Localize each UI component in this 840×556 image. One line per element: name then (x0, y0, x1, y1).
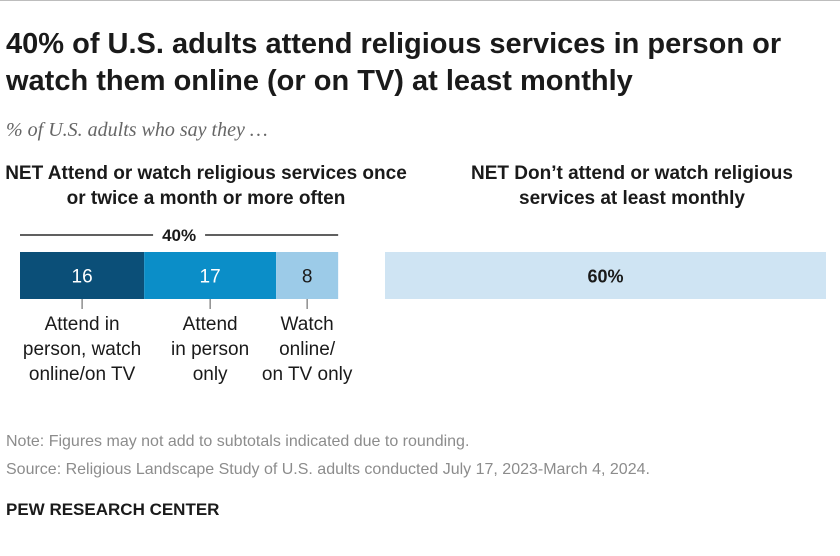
segment-label-line: Watch (281, 314, 334, 335)
brand-logo-text: PEW RESEARCH CENTER (6, 500, 220, 519)
source-text: Source: Religious Landscape Study of U.S… (6, 461, 650, 478)
segment-label-line: person, watch (23, 339, 141, 360)
segment-label-line: online/on TV (29, 364, 136, 385)
note-text: Note: Figures may not add to subtotals i… (6, 433, 470, 450)
bar-segment-3 (276, 252, 339, 299)
segment-label-2: Attend in person only (171, 314, 249, 385)
bar-segment-value-1: 16 (72, 267, 93, 288)
segment-label-line: only (193, 364, 228, 385)
segment-label-line: Attend in (45, 314, 120, 335)
segment-label-3: Watch online/on TV only (262, 314, 353, 385)
bar-segment-1 (20, 252, 145, 299)
segment-label-line: on TV only (262, 364, 353, 385)
net-dont-header: NET Don’t attend or watch religious serv… (471, 163, 793, 209)
net-dont-bar (385, 252, 826, 299)
net-attend-header: NET Attend or watch religious services o… (5, 163, 407, 209)
segment-label-line: in person (171, 339, 249, 360)
segment-label-1: Attend in person, watch online/on TV (23, 314, 141, 385)
bar-segment-value-3: 8 (302, 267, 313, 288)
chart-title: 40% of U.S. adults attend religious serv… (6, 28, 782, 97)
chart-subtitle: % of U.S. adults who say they … (6, 119, 268, 141)
bar-segment-value-2: 17 (200, 267, 221, 288)
top-rule (0, 0, 840, 1)
segment-label-line: online/ (279, 339, 336, 360)
net-attend-total-label: 40% (162, 226, 196, 245)
net-dont-value: 60% (587, 267, 623, 287)
bar-segment-2 (144, 252, 277, 299)
segment-label-line: Attend (183, 314, 238, 335)
